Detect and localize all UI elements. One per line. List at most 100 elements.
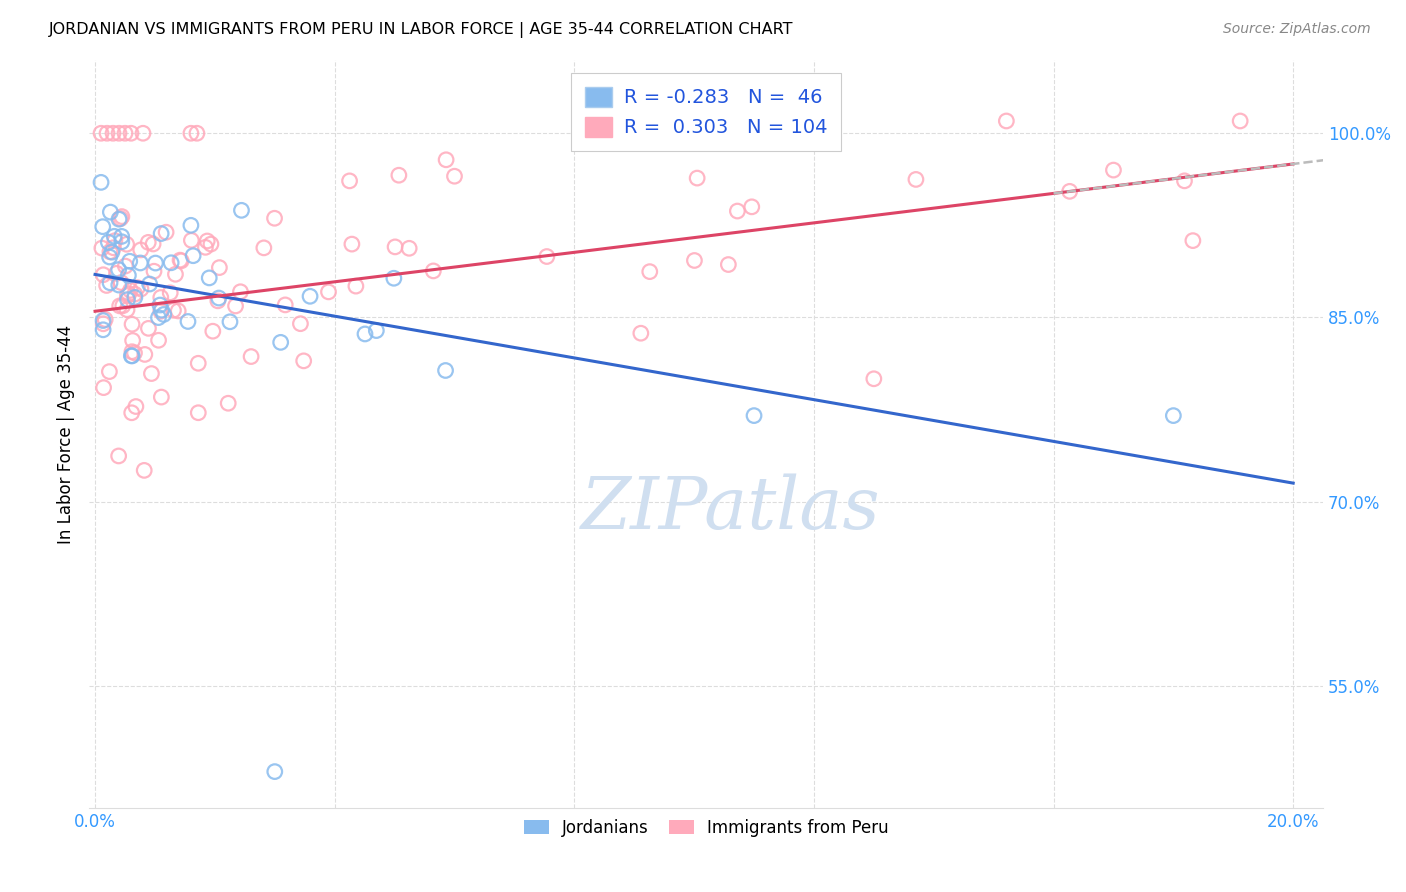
- Point: [145, 256, 167, 270]
- Point: [169, 253, 191, 268]
- Point: [344, 279, 367, 293]
- Point: [121, 344, 143, 359]
- Point: [98, 250, 121, 264]
- Point: [118, 287, 141, 301]
- Point: [148, 333, 170, 347]
- Point: [90, 175, 112, 189]
- Point: [91, 219, 114, 234]
- Point: [101, 126, 124, 140]
- Point: [229, 285, 252, 299]
- Point: [120, 284, 142, 298]
- Point: [195, 234, 218, 248]
- Point: [97, 235, 120, 250]
- Point: [274, 298, 297, 312]
- Point: [100, 205, 122, 219]
- Point: [180, 233, 202, 247]
- Point: [207, 293, 229, 308]
- Point: [253, 241, 276, 255]
- Point: [443, 169, 465, 184]
- Point: [187, 356, 209, 370]
- Point: [160, 256, 183, 270]
- Point: [725, 204, 748, 219]
- Point: [121, 406, 143, 420]
- Point: [686, 171, 709, 186]
- Legend: Jordanians, Immigrants from Peru: Jordanians, Immigrants from Peru: [515, 810, 897, 845]
- Point: [167, 304, 190, 318]
- Point: [152, 308, 174, 322]
- Point: [180, 219, 202, 233]
- Point: [170, 253, 193, 268]
- Point: [138, 321, 160, 335]
- Point: [1229, 114, 1251, 128]
- Point: [96, 126, 118, 140]
- Point: [208, 260, 231, 275]
- Point: [132, 126, 155, 140]
- Point: [198, 271, 221, 285]
- Point: [683, 253, 706, 268]
- Point: [120, 126, 142, 140]
- Point: [141, 367, 163, 381]
- Point: [354, 326, 377, 341]
- Point: [201, 324, 224, 338]
- Point: [384, 240, 406, 254]
- Point: [149, 304, 172, 318]
- Point: [108, 126, 131, 140]
- Point: [142, 237, 165, 252]
- Point: [134, 463, 156, 477]
- Point: [422, 264, 444, 278]
- Point: [181, 249, 204, 263]
- Point: [382, 271, 405, 285]
- Point: [904, 172, 927, 186]
- Point: [127, 280, 149, 294]
- Point: [94, 312, 117, 326]
- Point: [1181, 234, 1204, 248]
- Point: [299, 289, 322, 303]
- Point: [111, 299, 134, 313]
- Point: [536, 250, 558, 264]
- Point: [165, 267, 187, 281]
- Point: [134, 347, 156, 361]
- Point: [863, 372, 886, 386]
- Point: [121, 334, 143, 348]
- Point: [129, 282, 152, 296]
- Y-axis label: In Labor Force | Age 35-44: In Labor Force | Age 35-44: [58, 325, 75, 543]
- Point: [117, 293, 139, 307]
- Point: [93, 381, 115, 395]
- Point: [150, 303, 173, 318]
- Point: [434, 363, 457, 377]
- Point: [129, 243, 152, 257]
- Point: [91, 268, 114, 282]
- Point: [398, 241, 420, 255]
- Point: [120, 349, 142, 363]
- Point: [366, 324, 388, 338]
- Point: [1059, 185, 1081, 199]
- Point: [194, 240, 217, 254]
- Point: [90, 126, 112, 140]
- Point: [180, 126, 202, 140]
- Point: [240, 350, 263, 364]
- Point: [717, 258, 740, 272]
- Point: [111, 235, 134, 249]
- Point: [114, 126, 136, 140]
- Point: [129, 256, 152, 270]
- Point: [98, 365, 121, 379]
- Point: [995, 114, 1018, 128]
- Point: [290, 317, 312, 331]
- Point: [225, 299, 247, 313]
- Point: [110, 276, 132, 290]
- Point: [143, 264, 166, 278]
- Point: [742, 409, 765, 423]
- Point: [124, 346, 146, 360]
- Point: [108, 212, 131, 227]
- Point: [339, 174, 361, 188]
- Point: [630, 326, 652, 341]
- Point: [115, 302, 138, 317]
- Point: [107, 262, 129, 277]
- Point: [263, 211, 285, 226]
- Point: [91, 317, 114, 331]
- Point: [104, 234, 127, 248]
- Point: [1173, 174, 1195, 188]
- Text: JORDANIAN VS IMMIGRANTS FROM PERU IN LABOR FORCE | AGE 35-44 CORRELATION CHART: JORDANIAN VS IMMIGRANTS FROM PERU IN LAB…: [49, 22, 794, 38]
- Point: [148, 310, 170, 325]
- Point: [187, 406, 209, 420]
